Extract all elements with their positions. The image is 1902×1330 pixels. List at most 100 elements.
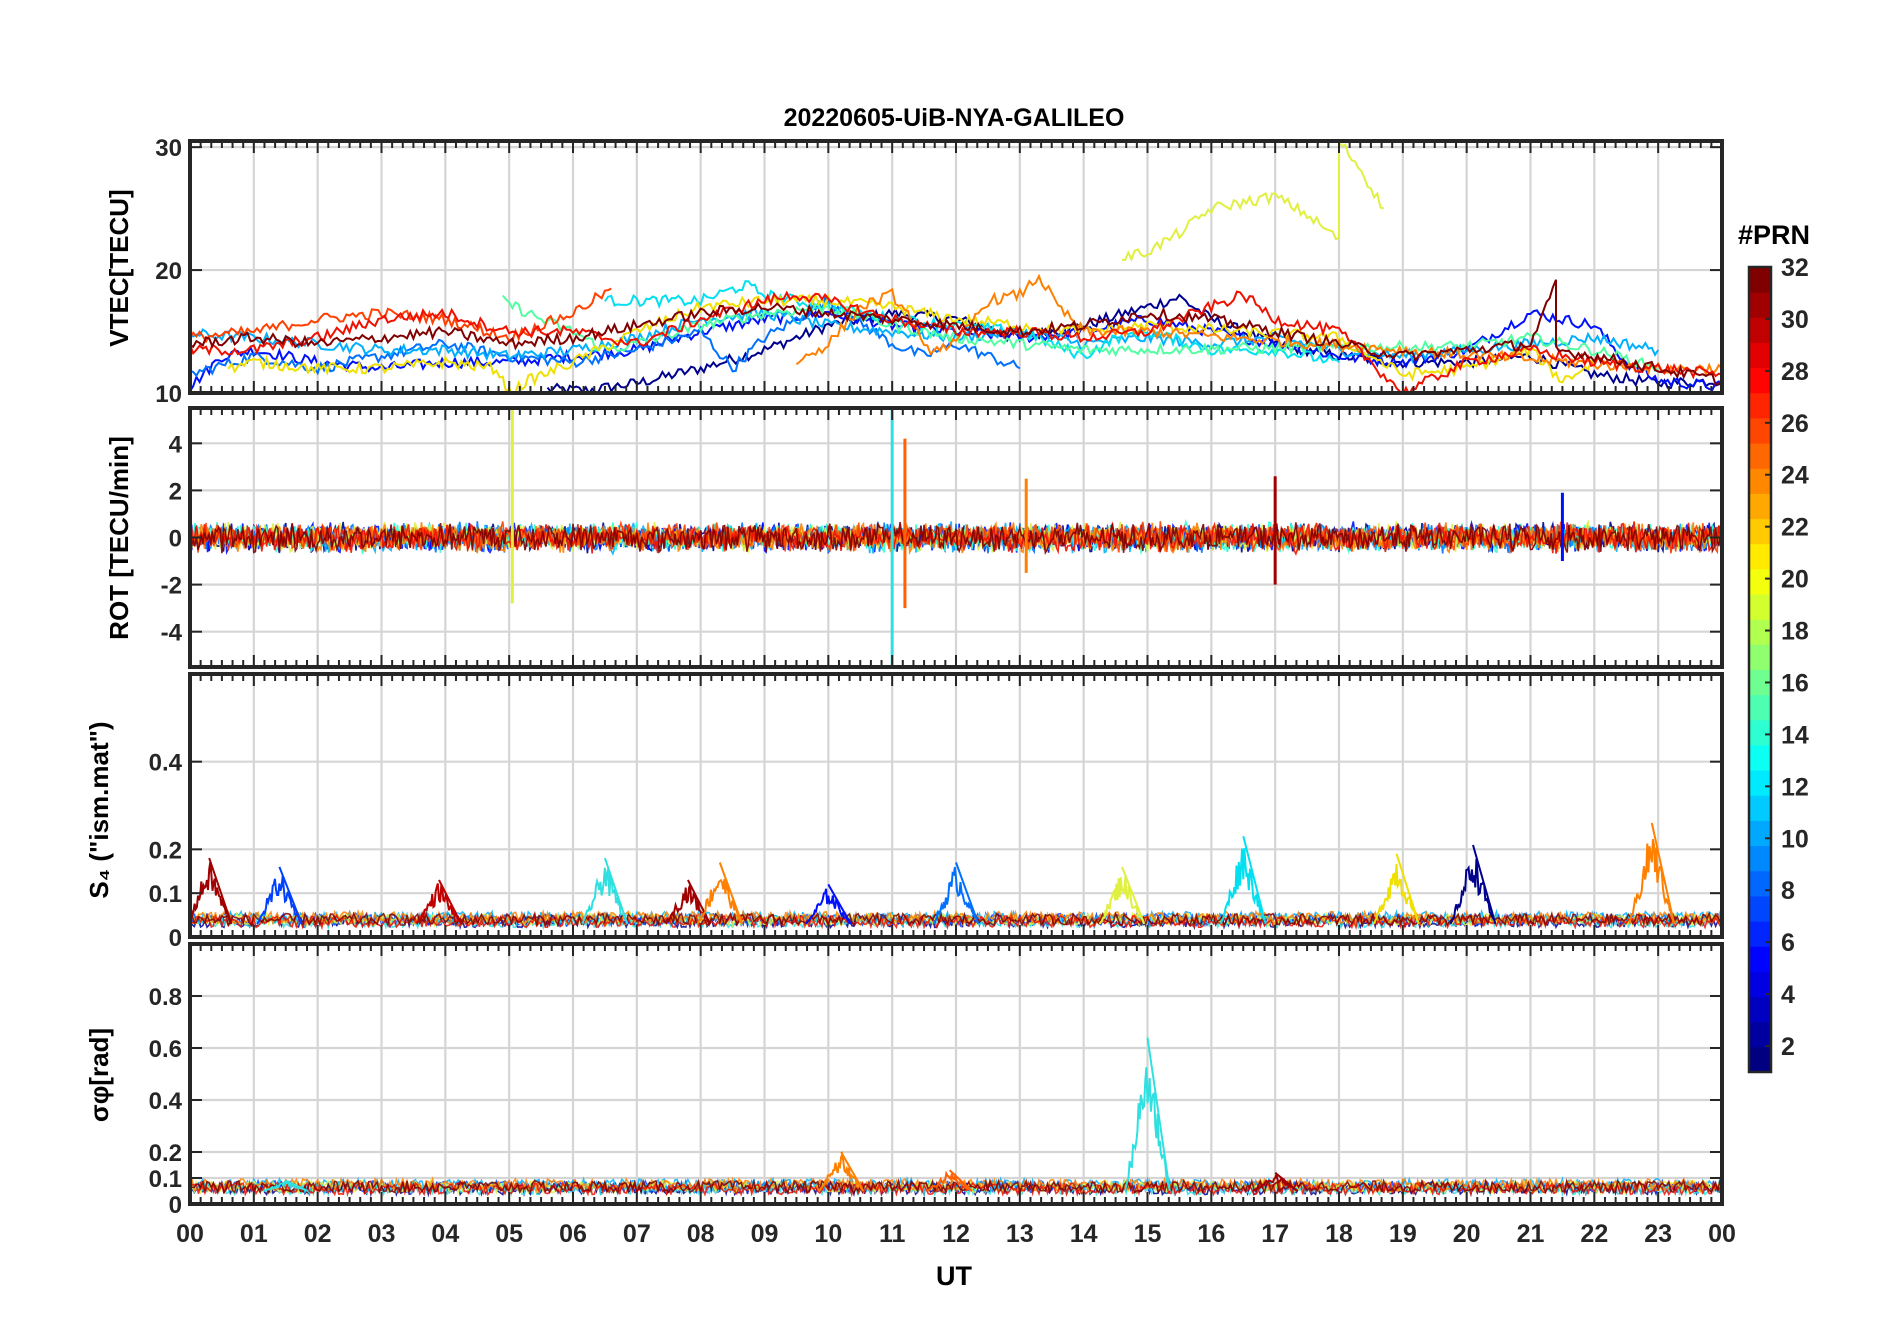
colorbar-swatch — [1749, 619, 1771, 645]
colorbar-swatch — [1749, 317, 1771, 343]
colorbar-swatch — [1749, 770, 1771, 796]
x-tick-label: 21 — [1517, 1220, 1545, 1248]
y-axis-label: σφ[rad] — [84, 1028, 114, 1122]
colorbar-tick-label: 12 — [1781, 773, 1809, 801]
plot-area — [190, 408, 1722, 667]
x-tick-label: 09 — [751, 1220, 779, 1248]
colorbar-swatch — [1749, 392, 1771, 419]
colorbar-swatch — [1749, 644, 1771, 670]
y-tick-label: 0.2 — [149, 837, 182, 864]
x-tick-label: 10 — [814, 1220, 842, 1248]
colorbar-swatch — [1749, 719, 1771, 746]
series-prn-19 — [1121, 141, 1385, 262]
x-tick-label: 01 — [240, 1220, 268, 1248]
colorbar-tick-label: 30 — [1781, 306, 1809, 334]
event-peak — [1219, 835, 1267, 925]
baseline-series-5 — [190, 908, 1722, 927]
colorbar-swatch — [1749, 820, 1771, 847]
event-peak — [818, 1150, 865, 1192]
x-tick-label: 19 — [1389, 1220, 1417, 1248]
colorbar-tick-label: 28 — [1781, 358, 1809, 386]
x-tick-label: 22 — [1580, 1220, 1608, 1248]
colorbar-swatch — [1749, 568, 1771, 595]
colorbar-label: #PRN — [1738, 220, 1810, 250]
event-peak — [190, 857, 233, 925]
x-tick-label: 12 — [942, 1220, 970, 1248]
event-peak — [1449, 844, 1497, 925]
grid — [190, 674, 1722, 937]
colorbar-tick-label: 24 — [1781, 462, 1809, 490]
x-tick-label: 03 — [368, 1220, 396, 1248]
x-tick-label: 00 — [176, 1220, 204, 1248]
colorbar-tick-label: 14 — [1781, 721, 1809, 749]
y-tick-label: 20 — [155, 258, 182, 285]
event-peak — [415, 879, 463, 925]
colorbar-swatch — [1749, 971, 1771, 998]
colorbar-tick-label: 6 — [1781, 929, 1795, 957]
series-prn-24 — [795, 273, 1722, 377]
x-tick-label: 00 — [1708, 1220, 1736, 1248]
x-tick-label: 05 — [495, 1220, 523, 1248]
y-tick-label: 4 — [169, 431, 183, 458]
event-peak — [805, 883, 852, 925]
colorbar-swatch — [1749, 895, 1771, 922]
x-axis-label: UT — [936, 1261, 972, 1291]
colorbar-tick-label: 20 — [1781, 566, 1809, 594]
x-tick-label: 07 — [623, 1220, 651, 1248]
plot-area — [190, 822, 1722, 931]
series-prn-8 — [190, 295, 1021, 378]
y-axis-label: ROT [TECU/min] — [104, 436, 134, 640]
colorbar-swatch — [1749, 267, 1771, 293]
x-ticks — [189, 944, 1723, 1204]
y-tick-label: 30 — [155, 135, 182, 162]
series-prn-28 — [190, 290, 1722, 393]
y-tick-label: 0 — [169, 1192, 182, 1219]
event-peak — [1628, 822, 1676, 925]
y-tick-label: 0 — [169, 526, 182, 553]
y-tick-label: 0 — [169, 925, 182, 952]
colorbar-tick-label: 10 — [1781, 825, 1809, 853]
x-tick-label: 06 — [559, 1220, 587, 1248]
series-prn-32 — [190, 279, 1722, 387]
baseline-series-7 — [190, 910, 1722, 929]
colorbar-swatch — [1749, 367, 1771, 394]
x-ticks — [189, 674, 1723, 937]
x-tick-label: 17 — [1261, 1220, 1289, 1248]
colorbar-swatch — [1749, 342, 1771, 369]
rot-series-9 — [190, 521, 1722, 555]
y-tick-label: 0.6 — [149, 1036, 182, 1063]
colorbar-swatch — [1749, 795, 1771, 821]
x-tick-label: 02 — [304, 1220, 332, 1248]
grid — [190, 944, 1722, 1204]
colorbar-tick-label: 8 — [1781, 877, 1795, 905]
x-tick-label: 23 — [1644, 1220, 1672, 1248]
colorbar-swatch — [1749, 417, 1771, 444]
y-tick-label: 0.1 — [149, 1166, 182, 1193]
x-tick-label: 15 — [1134, 1220, 1162, 1248]
colorbar-swatch — [1749, 518, 1771, 545]
x-tick-label: 16 — [1197, 1220, 1225, 1248]
x-tick-label: 08 — [687, 1220, 715, 1248]
colorbar-swatch — [1749, 921, 1771, 947]
x-tick-label: 14 — [1070, 1220, 1098, 1248]
colorbar-tick-label: 32 — [1781, 254, 1809, 282]
rot-series-6 — [190, 521, 1722, 556]
colorbar-tick-label: 18 — [1781, 618, 1809, 646]
colorbar-tick-label: 26 — [1781, 410, 1809, 438]
colorbar-swatch — [1749, 468, 1771, 494]
colorbar-swatch — [1749, 669, 1771, 696]
colorbar-swatch — [1749, 493, 1771, 520]
y-tick-label: 0.4 — [149, 1088, 183, 1115]
panel-s4: 0 0.1 0.2 0.4 S₄ ("ism.mat") — [84, 672, 1724, 952]
panel-rot: -4 -2 0 2 4 ROT [TECU/min] — [104, 406, 1724, 669]
event-peak — [256, 866, 303, 925]
event-peak — [696, 862, 744, 925]
plot-area — [190, 141, 1722, 393]
panel-sigma_phi: 00.10.2 0.4 0.6 0.8 σφ[rad] — [84, 942, 1724, 1219]
event-peak — [1252, 1171, 1299, 1192]
colorbar-swatch — [1749, 594, 1771, 620]
event-peak — [926, 1169, 973, 1192]
